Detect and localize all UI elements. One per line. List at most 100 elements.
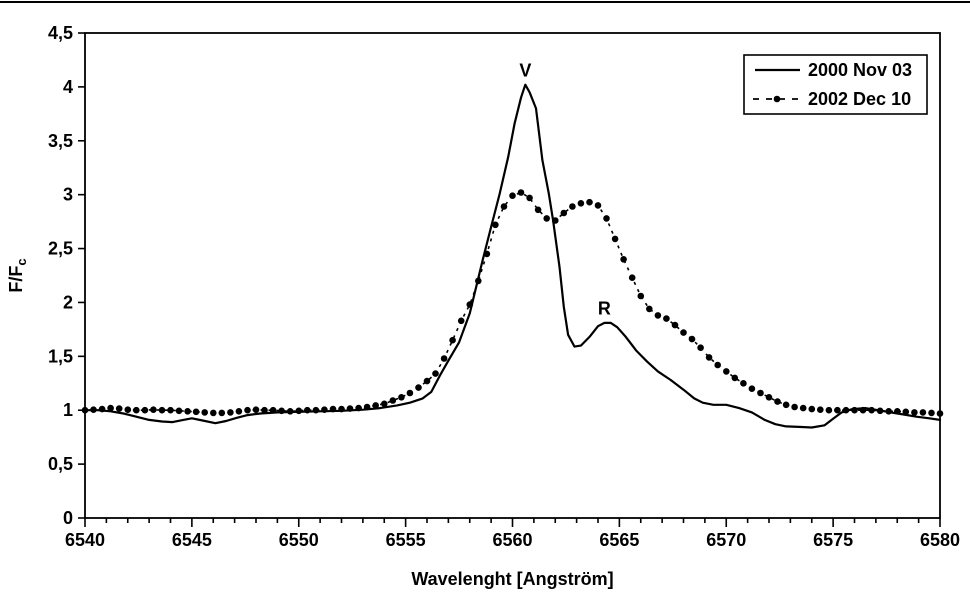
series-marker-dot [611, 235, 619, 243]
series-marker-dot [133, 406, 140, 414]
legend-label: 2002 Dec 10 [808, 89, 911, 109]
series-marker-dot [714, 361, 721, 369]
series-marker-dot [663, 315, 670, 322]
series-marker-dot [124, 406, 132, 414]
series-marker-dot [218, 409, 226, 417]
series-marker-dot [868, 406, 875, 414]
series-marker-dot [885, 408, 892, 415]
series-marker-dot [192, 408, 200, 416]
y-tick-label: 2,5 [48, 239, 73, 259]
legend-dot-sample [773, 95, 781, 103]
series-marker-dot [235, 408, 243, 415]
legend-entry-2000-nov-03: 2000 Nov 03 [755, 60, 912, 80]
series-marker-dot [201, 409, 208, 416]
series-marker-dot [329, 405, 337, 413]
series-marker-dot [141, 406, 149, 414]
series-marker-dot [338, 405, 345, 413]
series-marker-dot [936, 410, 944, 417]
series-marker-dot [517, 189, 525, 196]
series-marker-dot [98, 405, 106, 413]
series-marker-dot [167, 406, 174, 414]
series-marker-dot [398, 394, 405, 401]
series-marker-dot [697, 344, 704, 352]
legend-entry-2002-dec-10: 2002 Dec 10 [753, 89, 911, 109]
legend: 2000 Nov 03 2002 Dec 10 [743, 54, 928, 115]
series-marker-dot [278, 407, 285, 415]
series-marker-dot [457, 317, 465, 325]
series-marker-dot [175, 407, 183, 415]
series-marker-dot [304, 406, 311, 414]
series-marker-dot [911, 409, 918, 416]
series-marker-dot [577, 200, 585, 207]
series-marker-dot [115, 405, 123, 412]
series-2002-dec-10 [81, 189, 944, 417]
series-marker-dot [705, 354, 713, 361]
y-tick-label: 0,5 [48, 454, 73, 474]
y-tick-label: 1 [63, 400, 73, 420]
series-marker-dot [680, 329, 687, 336]
series-marker-dot [423, 377, 431, 385]
series-marker-dot [748, 385, 756, 393]
series-marker-dot [346, 405, 354, 412]
x-tick-label: 6555 [386, 530, 426, 550]
series-marker-dot [492, 221, 499, 229]
series-marker-dot [509, 192, 516, 199]
series-marker-dot [355, 404, 362, 412]
series-marker-dot [919, 409, 927, 416]
series-marker-dot [312, 406, 320, 414]
y-axis-title: F/Fc [6, 258, 29, 292]
series-marker-dot [227, 409, 234, 416]
series-marker-dot [415, 384, 422, 391]
series-marker-dot [817, 406, 824, 414]
series-marker-dot [389, 397, 397, 404]
series-2000-nov-03 [83, 83, 942, 429]
x-tick-label: 6540 [65, 530, 105, 550]
series-marker-dot [628, 274, 636, 282]
legend-box [743, 54, 928, 115]
series-marker-dot [876, 407, 884, 415]
y-tick-label: 3,5 [48, 131, 73, 151]
series-marker-dot [483, 250, 491, 258]
x-tick-label: 6575 [813, 530, 853, 550]
series-marker-dot [449, 336, 456, 344]
series-marker-dot [731, 374, 739, 382]
series-marker-dot [381, 400, 388, 408]
series-marker-dot [552, 217, 559, 224]
series-dashed-line [84, 191, 941, 415]
series-marker-dot [184, 408, 191, 415]
series-line [83, 83, 942, 429]
x-tick-label: 6580 [920, 530, 960, 550]
series-marker-dot [90, 406, 97, 414]
series-marker-dot [782, 401, 790, 409]
legend-label: 2000 Nov 03 [808, 60, 912, 80]
y-tick-label: 1,5 [48, 346, 73, 366]
series-marker-dot [586, 198, 593, 206]
series-marker-dot [646, 305, 653, 313]
y-tick-label: 4 [63, 77, 73, 97]
series-marker-dot [765, 394, 773, 401]
series-marker-dot [261, 406, 268, 414]
series-marker-dot [244, 406, 251, 414]
series-marker-dot [774, 398, 781, 405]
series-marker-dot [671, 321, 679, 329]
annotation-v: V [519, 61, 531, 81]
series-marker-dot [894, 408, 901, 415]
series-marker-dot [560, 209, 568, 217]
series-marker-dot [928, 409, 935, 417]
x-tick-label: 6560 [492, 530, 532, 550]
x-tick-label: 6550 [279, 530, 319, 550]
x-axis: 6540 6545 6550 6555 6560 6565 6570 6575 6580 [65, 518, 960, 550]
series-marker-dot [825, 406, 833, 414]
series-marker-dot [902, 408, 910, 416]
series-marker-dot [150, 406, 157, 414]
series-marker-dot [475, 277, 482, 285]
y-axis: 0 0,5 1 1,5 2 2,5 3 3,5 4 4,5 [48, 23, 85, 528]
series-marker-dot [440, 355, 448, 362]
series-marker-dot [466, 301, 474, 308]
series-marker-dot [688, 335, 696, 343]
series-marker-dot [321, 406, 328, 414]
x-tick-label: 6545 [172, 530, 212, 550]
series-marker-dot [859, 406, 867, 414]
